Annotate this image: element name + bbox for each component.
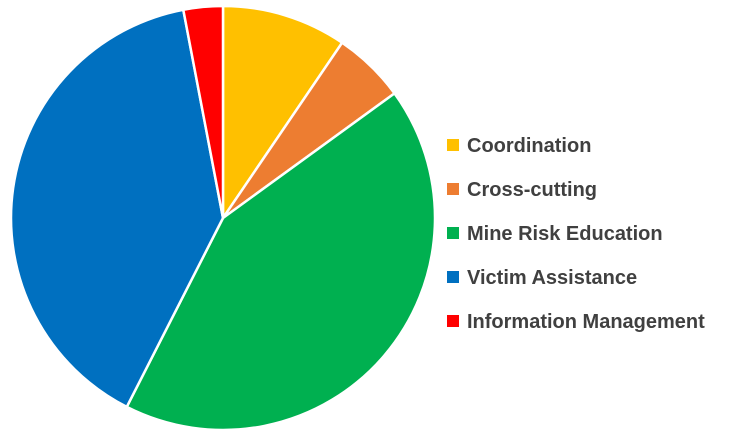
legend-marker [447,139,459,151]
pie-slice-mine-risk-education [125,91,437,430]
legend-item-information-management: Information Management [447,311,705,333]
legend-label: Information Management [467,311,705,333]
legend-label: Mine Risk Education [467,223,663,245]
legend-marker [447,271,459,283]
pie-slice-victim-assistance [9,8,225,409]
legend-marker [447,227,459,239]
pie-slices [9,4,437,430]
pie-slice-coordination [221,4,344,223]
legend-item-mine-risk-education: Mine Risk Education [447,223,663,245]
legend-item-victim-assistance: Victim Assistance [447,267,637,289]
pie-slice-information-management [181,4,225,219]
legend-label: Cross-cutting [467,179,597,201]
legend: Coordination Cross-cutting Mine Risk Educa… [447,135,705,333]
legend-label: Coordination [467,135,591,157]
legend-label: Victim Assistance [467,267,637,289]
legend-item-cross-cutting: Cross-cutting [447,179,597,201]
legend-item-coordination: Coordination [447,135,591,157]
legend-marker [447,183,459,195]
legend-marker [447,315,459,327]
